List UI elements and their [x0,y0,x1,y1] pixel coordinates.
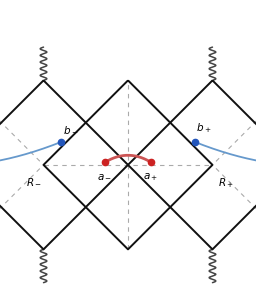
Text: $a_-$: $a_-$ [98,171,112,181]
Text: $b_+$: $b_+$ [196,122,211,135]
Text: $a_+$: $a_+$ [143,171,159,183]
Text: $b_-$: $b_-$ [63,125,78,135]
Text: $R_+$: $R_+$ [218,176,233,190]
Text: $R_-$: $R_-$ [26,176,41,187]
